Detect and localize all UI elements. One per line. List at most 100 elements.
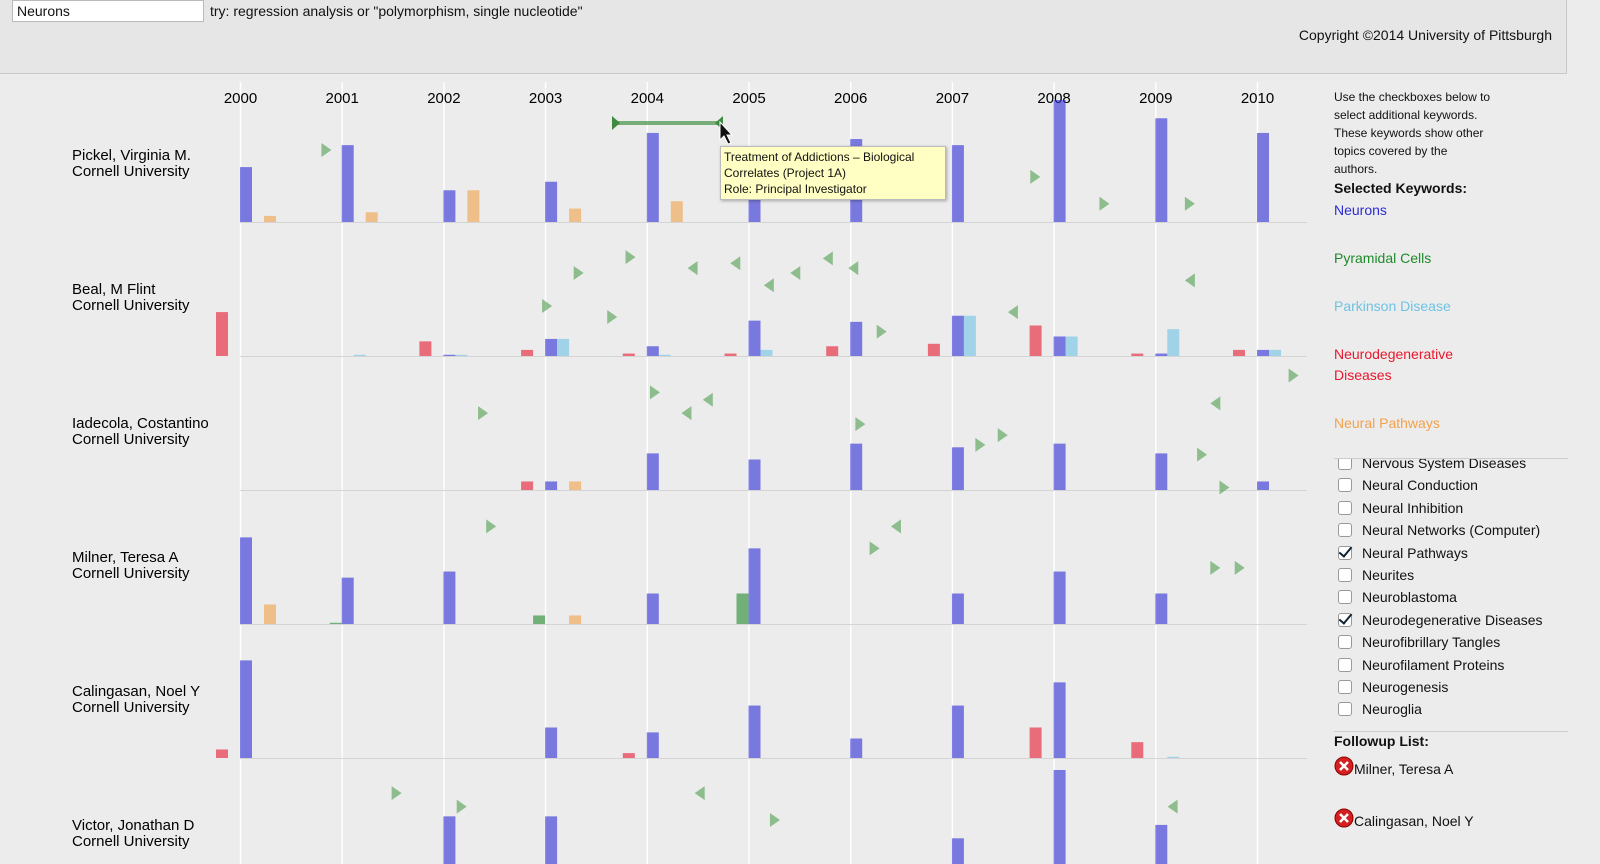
checkbox[interactable] [1338,500,1352,515]
checkbox[interactable] [1338,680,1352,694]
checklist-item[interactable]: Neural Inhibition [1338,497,1463,519]
keyword-bar [748,197,761,222]
keyword-bar [826,346,839,356]
checklist-label: Neurofilament Proteins [1362,656,1505,673]
checklist-item[interactable]: Neuroglia [1338,698,1422,720]
checklist-item[interactable]: Neural Networks (Computer) [1338,519,1540,541]
keyword-bar [1257,349,1269,356]
checkbox[interactable] [1338,545,1352,560]
keyword-bar [443,816,456,864]
year-label: 2009 [1139,90,1172,107]
grant-marker [702,392,713,407]
keyword-bar [850,321,863,356]
grant-marker [822,251,833,266]
researcher-affiliation: Cornell University [72,297,190,314]
copyright: Copyright ©2014 University of Pittsburgh [1298,27,1552,43]
grant-span-start [612,116,620,130]
grant-marker [1184,273,1195,288]
grant-marker [542,298,553,313]
keyword-bar [1053,770,1066,864]
keyword-bar [1053,443,1066,490]
grant-marker [321,143,332,158]
keyword-bar [1029,727,1042,758]
researcher-name: Victor, Jonathan D [72,817,194,834]
keyword-bar [1155,593,1168,624]
checklist-item[interactable]: Neurofibrillary Tangles [1338,631,1500,653]
search-input[interactable]: Neurons [12,0,204,22]
checklist-item[interactable]: Neuroblastoma [1338,586,1457,608]
keyword-bar [240,660,252,758]
keyword-bar [443,354,456,356]
keyword-bar [1257,481,1269,490]
grant-marker [1167,799,1178,814]
checklist-label: Neurofibrillary Tangles [1362,634,1501,651]
grant-marker [1210,396,1221,411]
checklist-label: Neuroglia [1362,701,1422,718]
checklist-label: Neurites [1362,567,1415,583]
remove-icon[interactable] [1334,756,1354,776]
grant-marker [694,786,705,801]
checklist-item[interactable]: Neurites [1338,564,1414,586]
year-label: 2002 [427,90,460,107]
checkbox[interactable] [1338,657,1352,672]
keyword-bar [569,615,582,624]
keyword-bar [622,353,635,356]
checkbox[interactable] [1338,635,1352,650]
researcher-name: Calingasan, Noel Y [72,683,200,700]
checkbox[interactable] [1338,459,1352,470]
checkbox[interactable] [1338,702,1352,717]
checkbox[interactable] [1338,568,1352,582]
keyword-bar [850,443,863,490]
checkbox[interactable] [1338,523,1352,538]
grant-marker [625,250,636,265]
checklist-item[interactable]: Neural Conduction [1338,474,1478,496]
keyword-bar [951,705,964,758]
checkbox[interactable] [1338,612,1352,627]
keyword-bar [646,453,659,490]
keyword-bar [850,738,863,758]
grant-marker [573,266,584,281]
grant-marker [456,799,467,814]
keyword-bar [927,343,940,356]
keyword-bar [443,190,456,222]
grant-marker [1184,196,1195,211]
grant-marker [869,541,880,556]
keyword-bar [670,201,683,222]
keyword-bar [748,459,761,490]
checkbox[interactable] [1338,590,1352,605]
year-label: 2004 [631,90,664,107]
keyword-bar [646,346,659,356]
side-panel: Use the checkboxes below to select addit… [1334,88,1574,829]
year-label: 2007 [936,90,969,107]
grant-marker [763,278,774,293]
grant-marker [730,256,741,271]
remove-icon[interactable] [1334,808,1354,828]
checklist-item[interactable]: Neurogenesis [1338,676,1448,698]
grant-marker [1007,305,1018,320]
researcher-name: Beal, M Flint [72,281,156,298]
checkbox[interactable] [1338,478,1352,493]
checklist-item[interactable]: Nervous System Diseases [1338,459,1526,474]
keyword-bar [329,622,342,624]
keyword-bar [264,215,276,222]
keyword-bar [545,181,558,222]
keyword-bar [341,145,354,222]
keyword-bar [646,732,659,758]
checklist-item[interactable]: Neurofilament Proteins [1338,654,1504,676]
keyword-bar [545,727,558,758]
keyword-bar [216,312,228,356]
search-hint: try: regression analysis or "polymorphis… [210,3,583,19]
keyword-bar [951,315,964,356]
checklist-label: Neurodegenerative Diseases [1362,611,1543,628]
checklist-item[interactable]: Neural Pathways [1338,542,1468,564]
keyword-bar [1029,325,1042,356]
selected-keyword: Neurons [1334,202,1387,218]
grant-marker [687,261,698,276]
keyword-bar [1155,118,1168,222]
checklist-item[interactable]: Neurodegenerative Diseases [1338,609,1543,631]
keyword-bar [748,705,761,758]
keyword-bar [545,481,558,490]
keyword-bar [1155,824,1168,864]
keyword-bar [748,320,761,356]
grant-marker [855,417,866,432]
